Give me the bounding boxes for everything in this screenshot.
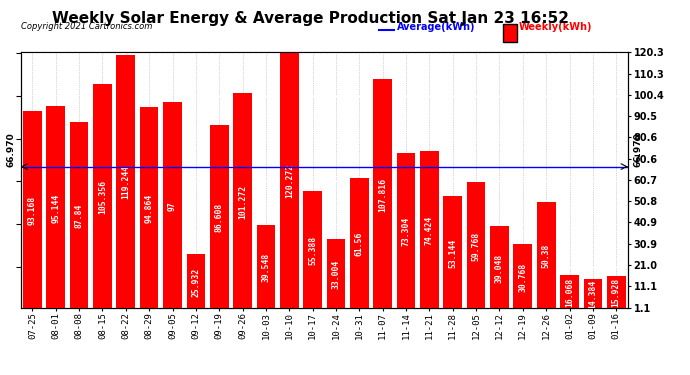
Bar	[186, 254, 205, 310]
Bar	[397, 153, 415, 310]
Bar	[537, 202, 555, 310]
Text: 119.244: 119.244	[121, 165, 130, 200]
Text: 39.048: 39.048	[495, 254, 504, 283]
Bar	[70, 122, 88, 310]
Bar	[607, 276, 626, 310]
Text: 101.272: 101.272	[238, 184, 247, 219]
Text: Copyright 2021 Cartronics.com: Copyright 2021 Cartronics.com	[21, 22, 152, 31]
Text: 61.56: 61.56	[355, 232, 364, 256]
Text: 14.384: 14.384	[589, 280, 598, 309]
Bar	[350, 178, 368, 310]
Bar	[373, 79, 392, 310]
Bar	[326, 239, 345, 310]
Text: Average(kWh): Average(kWh)	[397, 22, 475, 32]
Bar	[233, 93, 252, 310]
Bar	[93, 84, 112, 310]
Text: 86.608: 86.608	[215, 202, 224, 232]
Bar	[444, 196, 462, 310]
Bar	[163, 102, 182, 310]
Bar	[584, 279, 602, 310]
Text: 87.84: 87.84	[75, 204, 83, 228]
Bar	[257, 225, 275, 310]
Text: 105.356: 105.356	[98, 180, 107, 214]
Text: 33.004: 33.004	[331, 260, 340, 289]
Bar	[466, 182, 486, 310]
Text: 120.272: 120.272	[285, 164, 294, 198]
Text: Weekly(kWh): Weekly(kWh)	[519, 22, 592, 32]
Text: 53.144: 53.144	[448, 238, 457, 268]
Bar	[420, 151, 439, 310]
Bar	[117, 55, 135, 310]
Bar	[490, 226, 509, 310]
Text: 16.068: 16.068	[565, 278, 574, 307]
Text: 30.768: 30.768	[518, 262, 527, 292]
Bar	[210, 124, 228, 310]
Text: Weekly Solar Energy & Average Production Sat Jan 23 16:52: Weekly Solar Energy & Average Production…	[52, 11, 569, 26]
Bar	[140, 107, 159, 310]
Text: 74.424: 74.424	[425, 216, 434, 245]
Text: 59.768: 59.768	[471, 231, 481, 261]
Text: 15.928: 15.928	[612, 278, 621, 308]
Text: 66.970: 66.970	[634, 132, 643, 166]
Bar	[304, 191, 322, 310]
Bar	[280, 53, 299, 310]
Text: 39.548: 39.548	[262, 253, 270, 282]
Text: 73.304: 73.304	[402, 217, 411, 246]
Bar	[23, 111, 41, 310]
Text: 93.168: 93.168	[28, 196, 37, 225]
Bar	[513, 244, 532, 310]
FancyBboxPatch shape	[504, 24, 517, 42]
Bar	[46, 106, 65, 310]
Text: 95.144: 95.144	[51, 194, 60, 223]
Text: 94.864: 94.864	[145, 194, 154, 223]
Text: 50.38: 50.38	[542, 244, 551, 268]
Text: 25.932: 25.932	[191, 267, 200, 297]
Text: 97: 97	[168, 201, 177, 211]
Text: 66.970: 66.970	[7, 132, 16, 166]
Bar	[560, 276, 579, 310]
Text: 55.388: 55.388	[308, 236, 317, 265]
Text: 107.816: 107.816	[378, 177, 387, 212]
